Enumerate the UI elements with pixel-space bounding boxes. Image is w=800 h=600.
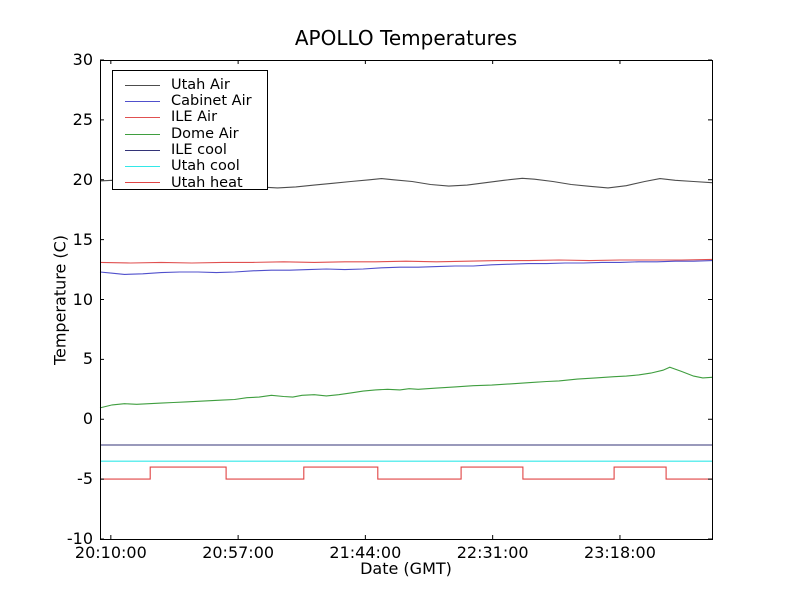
- legend-item-dome-air: Dome Air: [113, 126, 267, 142]
- legend-swatch-utah-air: [125, 84, 160, 86]
- legend-swatch-utah-cool: [125, 166, 160, 168]
- x-tick-label: 23:18:00: [584, 543, 656, 562]
- legend-item-utah-heat: Utah heat: [113, 175, 267, 191]
- legend-item-utah-cool: Utah cool: [113, 158, 267, 174]
- y-tick-label: 30: [72, 50, 93, 69]
- series-line-dome-air: [99, 366, 713, 409]
- series-line-ile-air: [99, 258, 713, 264]
- y-tick-label: 20: [72, 169, 93, 189]
- y-tick-label: 10: [72, 289, 93, 309]
- y-tick-label: 0: [82, 409, 93, 429]
- legend-item-utah-air: Utah Air: [113, 77, 267, 93]
- x-tick-label: 21:44:00: [329, 543, 402, 562]
- y-tick-label: 5: [82, 349, 93, 369]
- legend-label: Utah Air: [171, 76, 230, 93]
- legend-swatch-dome-air: [125, 133, 160, 135]
- legend-label: Utah heat: [171, 174, 243, 191]
- legend-swatch-ile-cool: [125, 149, 160, 151]
- x-tick-label: 20:57:00: [202, 543, 275, 562]
- legend-label: Cabinet Air: [171, 93, 252, 110]
- series-line-cabinet-air: [99, 260, 713, 275]
- legend-label: Utah cool: [171, 158, 240, 175]
- legend: Utah Air Cabinet Air ILE Air Dome Air ILE co…: [112, 70, 268, 190]
- y-tick-label: -10: [66, 529, 93, 548]
- legend-label: ILE Air: [171, 109, 218, 126]
- legend-swatch-cabinet-air: [125, 100, 160, 102]
- y-tick-label: -5: [77, 469, 93, 489]
- legend-item-ile-cool: ILE cool: [113, 142, 267, 158]
- y-tick-label: 15: [72, 229, 93, 249]
- legend-item-cabinet-air: Cabinet Air: [113, 93, 267, 109]
- x-tick-label: 22:31:00: [456, 543, 529, 562]
- x-tick-label: 20:10:00: [74, 543, 147, 562]
- legend-label: ILE cool: [171, 142, 227, 159]
- legend-label: Dome Air: [171, 125, 239, 142]
- legend-swatch-utah-heat: [125, 182, 160, 184]
- legend-swatch-ile-air: [125, 117, 160, 119]
- y-tick-label: 25: [72, 109, 93, 129]
- chart-title: APOLLO Temperatures: [294, 26, 518, 50]
- x-axis-label: Date (GMT): [360, 559, 452, 578]
- legend-item-ile-air: ILE Air: [113, 110, 267, 126]
- series-line-utah-heat: [100, 466, 712, 480]
